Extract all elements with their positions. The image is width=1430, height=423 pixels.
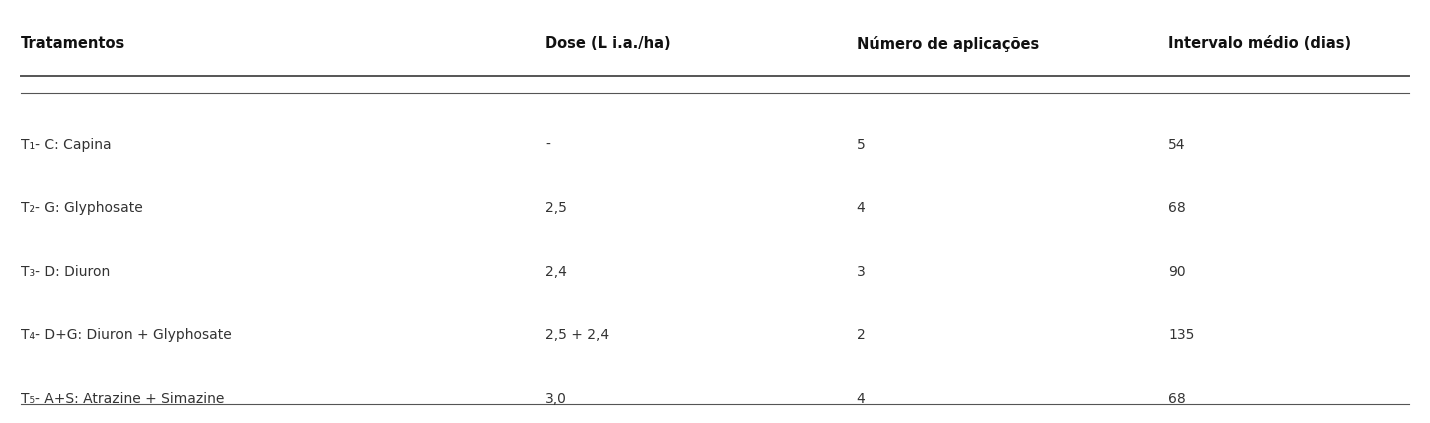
Text: 4: 4 xyxy=(857,392,865,406)
Text: 68: 68 xyxy=(1168,392,1185,406)
Text: 68: 68 xyxy=(1168,201,1185,215)
Text: 2,5 + 2,4: 2,5 + 2,4 xyxy=(545,328,609,342)
Text: 54: 54 xyxy=(1168,138,1185,152)
Text: 3: 3 xyxy=(857,265,865,279)
Text: Dose (L i.a./ha): Dose (L i.a./ha) xyxy=(545,36,671,51)
Text: T₂- G: Glyphosate: T₂- G: Glyphosate xyxy=(21,201,143,215)
Text: 90: 90 xyxy=(1168,265,1185,279)
Text: Tratamentos: Tratamentos xyxy=(21,36,126,51)
Text: T₃- D: Diuron: T₃- D: Diuron xyxy=(21,265,110,279)
Text: Intervalo médio (dias): Intervalo médio (dias) xyxy=(1168,36,1351,51)
Text: Número de aplicações: Número de aplicações xyxy=(857,36,1038,52)
Text: -: - xyxy=(545,138,551,152)
Text: T₅- A+S: Atrazine + Simazine: T₅- A+S: Atrazine + Simazine xyxy=(21,392,225,406)
Text: 3,0: 3,0 xyxy=(545,392,566,406)
Text: 135: 135 xyxy=(1168,328,1194,342)
Text: 2,5: 2,5 xyxy=(545,201,566,215)
Text: T₄- D+G: Diuron + Glyphosate: T₄- D+G: Diuron + Glyphosate xyxy=(21,328,232,342)
Text: 4: 4 xyxy=(857,201,865,215)
Text: 5: 5 xyxy=(857,138,865,152)
Text: 2,4: 2,4 xyxy=(545,265,566,279)
Text: T₁- C: Capina: T₁- C: Capina xyxy=(21,138,112,152)
Text: 2: 2 xyxy=(857,328,865,342)
